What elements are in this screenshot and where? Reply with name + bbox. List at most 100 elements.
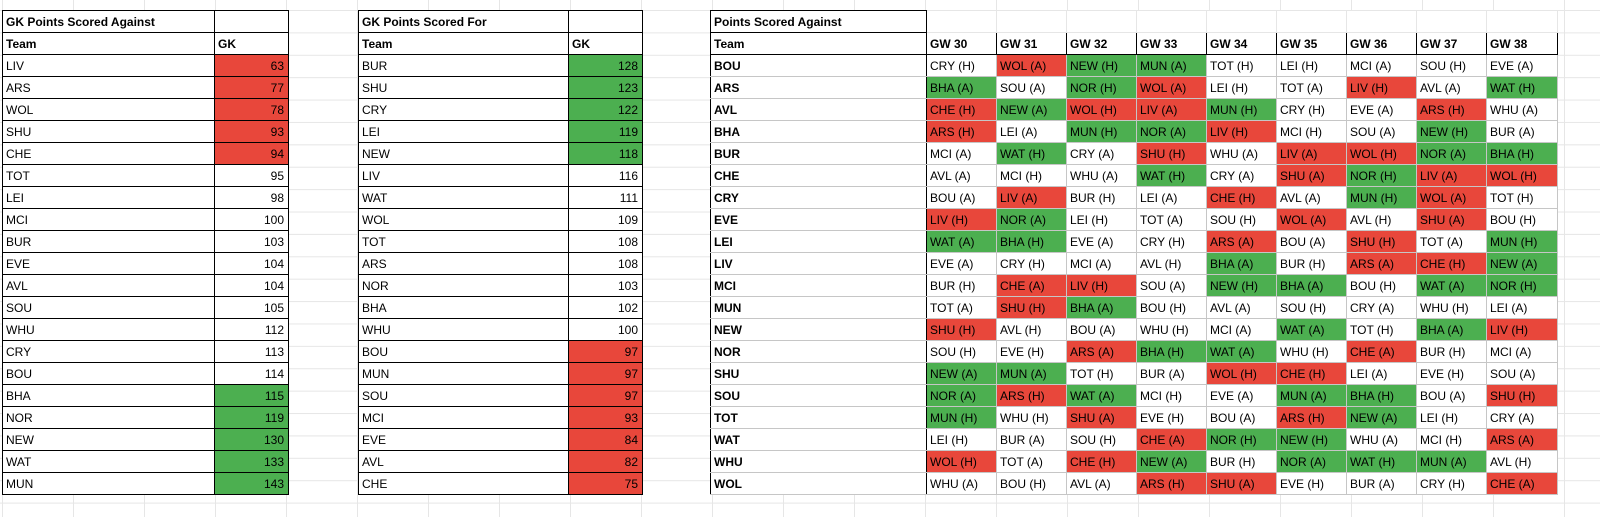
fixture-cell[interactable]: NOR (A)	[996, 208, 1067, 231]
team-cell[interactable]: EVE	[2, 252, 215, 275]
team-cell[interactable]: LIV	[2, 54, 215, 77]
fixture-cell[interactable]: LEI (H)	[1276, 54, 1347, 77]
fixture-cell[interactable]: CRY (H)	[926, 54, 997, 77]
gk-value-cell[interactable]: 105	[214, 296, 289, 319]
team-cell[interactable]: TOT	[710, 406, 927, 429]
fixture-cell[interactable]: BOU (H)	[996, 472, 1067, 495]
gk-value-cell[interactable]: 100	[568, 318, 643, 341]
team-cell[interactable]: BHA	[2, 384, 215, 407]
fixture-cell[interactable]: NOR (H)	[1206, 428, 1277, 451]
fixture-cell[interactable]: MUN (H)	[1066, 120, 1137, 143]
fixture-cell[interactable]: LIV (H)	[1346, 76, 1417, 99]
fixture-cell[interactable]: LIV (A)	[1276, 142, 1347, 165]
fixtures-header-gw33[interactable]: GW 33	[1136, 32, 1207, 55]
team-cell[interactable]: BOU	[2, 362, 215, 385]
fixture-cell[interactable]: ARS (H)	[1136, 472, 1207, 495]
fixture-cell[interactable]: MUN (A)	[1136, 54, 1207, 77]
fixture-cell[interactable]: WAT (A)	[926, 230, 997, 253]
fixture-cell[interactable]: CRY (H)	[1276, 98, 1347, 121]
fixture-cell[interactable]: WHU (A)	[926, 472, 997, 495]
fixture-cell[interactable]: MCI (A)	[1066, 252, 1137, 275]
fixture-cell[interactable]: BOU (A)	[1416, 384, 1487, 407]
fixture-cell[interactable]: NEW (A)	[1346, 406, 1417, 429]
team-cell[interactable]: CHE	[358, 472, 569, 495]
fixture-cell[interactable]: CHE (H)	[1276, 362, 1347, 385]
fixture-cell[interactable]: BHA (A)	[1066, 296, 1137, 319]
fixture-cell[interactable]: CHE (H)	[1206, 186, 1277, 209]
fixture-cell[interactable]: MUN (H)	[1206, 98, 1277, 121]
fixture-cell[interactable]: TOT (H)	[1206, 54, 1277, 77]
team-cell[interactable]: NEW	[710, 318, 927, 341]
gk-value-cell[interactable]: 118	[568, 142, 643, 165]
fixture-cell[interactable]: TOT (A)	[1276, 76, 1347, 99]
gk-value-cell[interactable]: 97	[568, 362, 643, 385]
fixture-cell[interactable]: NEW (A)	[1136, 450, 1207, 473]
gk-value-cell[interactable]: 75	[568, 472, 643, 495]
fixture-cell[interactable]: SHU (A)	[1416, 208, 1487, 231]
fixture-cell[interactable]: BOU (H)	[1136, 296, 1207, 319]
fixture-cell[interactable]: BOU (A)	[926, 186, 997, 209]
fixture-cell[interactable]: LIV (H)	[1066, 274, 1137, 297]
gk-value-cell[interactable]: 82	[568, 450, 643, 473]
team-cell[interactable]: LEI	[358, 120, 569, 143]
fixture-cell[interactable]: EVE (A)	[1066, 230, 1137, 253]
fixture-cell[interactable]: BUR (A)	[1346, 472, 1417, 495]
fixture-cell[interactable]: AVL (A)	[1206, 296, 1277, 319]
fixture-cell[interactable]: WAT (H)	[1136, 164, 1207, 187]
fixture-cell[interactable]: MCI (H)	[996, 164, 1067, 187]
gk-value-cell[interactable]: 100	[214, 208, 289, 231]
fixture-cell[interactable]: NEW (A)	[926, 362, 997, 385]
gk-value-cell[interactable]: 103	[214, 230, 289, 253]
fixture-cell[interactable]: MUN (A)	[996, 362, 1067, 385]
gk-value-cell[interactable]: 108	[568, 252, 643, 275]
team-cell[interactable]: WHU	[710, 450, 927, 473]
fixture-cell[interactable]: WAT (H)	[1346, 450, 1417, 473]
gk-value-cell[interactable]: 97	[568, 340, 643, 363]
fixture-cell[interactable]: WHU (H)	[996, 406, 1067, 429]
fixture-cell[interactable]: SHU (A)	[1206, 472, 1277, 495]
fixture-cell[interactable]: CRY (H)	[1416, 472, 1487, 495]
fixture-cell[interactable]: CRY (A)	[1486, 406, 1558, 429]
fixture-cell[interactable]: NEW (A)	[1486, 252, 1558, 275]
fixture-cell[interactable]: BHA (A)	[926, 76, 997, 99]
fixture-cell[interactable]: LEI (H)	[1206, 76, 1277, 99]
fixture-cell[interactable]: WAT (A)	[1416, 274, 1487, 297]
gk-value-cell[interactable]: 84	[568, 428, 643, 451]
fixture-cell[interactable]: NOR (A)	[1276, 450, 1347, 473]
gk-for-header-gk[interactable]: GK	[568, 32, 643, 55]
fixture-cell[interactable]: BHA (H)	[996, 230, 1067, 253]
fixture-cell[interactable]: WHU (A)	[1346, 428, 1417, 451]
fixture-cell[interactable]: WHU (H)	[1416, 296, 1487, 319]
team-cell[interactable]: SHU	[358, 76, 569, 99]
team-cell[interactable]: AVL	[358, 450, 569, 473]
gk-value-cell[interactable]: 123	[568, 76, 643, 99]
gk-value-cell[interactable]: 113	[214, 340, 289, 363]
fixture-cell[interactable]: TOT (H)	[1346, 318, 1417, 341]
fixture-cell[interactable]: NEW (H)	[1276, 428, 1347, 451]
fixture-cell[interactable]: AVL (A)	[1416, 76, 1487, 99]
team-cell[interactable]: MCI	[358, 406, 569, 429]
fixture-cell[interactable]: CHE (A)	[1136, 428, 1207, 451]
team-cell[interactable]: WAT	[2, 450, 215, 473]
gk-value-cell[interactable]: 93	[568, 406, 643, 429]
fixture-cell[interactable]: NEW (H)	[1206, 274, 1277, 297]
fixture-cell[interactable]: BHA (H)	[1346, 384, 1417, 407]
fixture-cell[interactable]: MUN (H)	[1346, 186, 1417, 209]
fixture-cell[interactable]: SOU (A)	[996, 76, 1067, 99]
team-cell[interactable]: WHU	[358, 318, 569, 341]
fixture-cell[interactable]: BUR (H)	[1416, 340, 1487, 363]
fixtures-header-gw36[interactable]: GW 36	[1346, 32, 1417, 55]
team-cell[interactable]: MCI	[2, 208, 215, 231]
fixture-cell[interactable]: NOR (H)	[1066, 76, 1137, 99]
fixtures-header-gw32[interactable]: GW 32	[1066, 32, 1137, 55]
fixture-cell[interactable]: WHU (A)	[1066, 164, 1137, 187]
gk-value-cell[interactable]: 116	[568, 164, 643, 187]
team-cell[interactable]: CRY	[358, 98, 569, 121]
fixture-cell[interactable]: BHA (H)	[1136, 340, 1207, 363]
team-cell[interactable]: SOU	[2, 296, 215, 319]
team-cell[interactable]: BUR	[2, 230, 215, 253]
gk-value-cell[interactable]: 104	[214, 274, 289, 297]
fixture-cell[interactable]: WOL (H)	[1346, 142, 1417, 165]
gk-value-cell[interactable]: 77	[214, 76, 289, 99]
fixture-cell[interactable]: CHE (H)	[1066, 450, 1137, 473]
